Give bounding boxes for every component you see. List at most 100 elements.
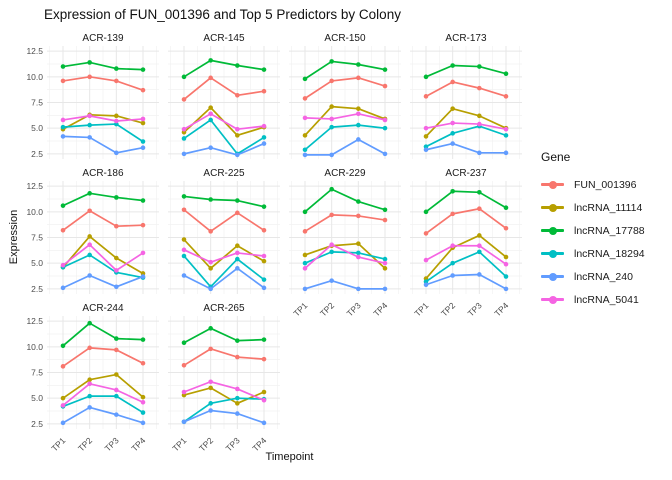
data-point-lncRNA_18294 bbox=[181, 253, 187, 259]
data-point-lncRNA_11114 bbox=[114, 255, 119, 261]
data-point-FUN_001396 bbox=[503, 94, 509, 99]
data-point-lncRNA_17788 bbox=[114, 195, 119, 200]
y-tick-label: 5.0 bbox=[31, 123, 43, 133]
data-point-lncRNA_240 bbox=[235, 266, 240, 271]
series-line-lncRNA_240 bbox=[183, 409, 265, 424]
series-line-lncRNA_240 bbox=[62, 135, 144, 154]
data-point-lncRNA_17788 bbox=[140, 198, 146, 203]
y-tick-label: 12.5 bbox=[26, 46, 43, 56]
data-point-lncRNA_17788 bbox=[261, 204, 267, 209]
data-point-lncRNA_17788 bbox=[208, 197, 213, 202]
data-point-lncRNA_18294 bbox=[329, 124, 334, 130]
data-point-lncRNA_240 bbox=[114, 150, 119, 156]
data-point-lncRNA_11114 bbox=[140, 394, 146, 400]
data-point-FUN_001396 bbox=[181, 207, 187, 213]
data-point-FUN_001396 bbox=[181, 97, 187, 102]
x-axis-title: Timepoint bbox=[265, 451, 314, 463]
data-point-lncRNA_5041 bbox=[235, 126, 240, 132]
data-point-lncRNA_17788 bbox=[302, 209, 308, 215]
data-point-lncRNA_11114 bbox=[450, 106, 455, 111]
series-line-lncRNA_18294 bbox=[304, 124, 386, 151]
data-point-lncRNA_11114 bbox=[87, 377, 92, 382]
data-point-lncRNA_17788 bbox=[87, 60, 92, 65]
data-point-lncRNA_17788 bbox=[329, 59, 334, 64]
x-tick-label: TP1 bbox=[412, 300, 430, 318]
series-line-lncRNA_11114 bbox=[425, 234, 507, 280]
legend-label: lncRNA_17788 bbox=[574, 224, 645, 237]
data-point-lncRNA_11114 bbox=[208, 105, 213, 110]
data-point-lncRNA_240 bbox=[60, 134, 66, 139]
data-point-lncRNA_17788 bbox=[450, 188, 455, 194]
data-point-lncRNA_17788 bbox=[382, 67, 388, 72]
series-line-lncRNA_18294 bbox=[183, 119, 265, 155]
data-point-lncRNA_5041 bbox=[356, 111, 361, 117]
data-point-lncRNA_240 bbox=[140, 145, 146, 150]
data-point-lncRNA_18294 bbox=[382, 256, 388, 262]
series-line-lncRNA_17788 bbox=[62, 192, 144, 207]
series-line-lncRNA_5041 bbox=[183, 112, 265, 131]
y-tick-label: 7.5 bbox=[31, 233, 43, 243]
facet-strip-label: ACR-186 bbox=[82, 168, 124, 179]
data-point-lncRNA_240 bbox=[181, 151, 187, 157]
data-point-lncRNA_5041 bbox=[114, 118, 119, 124]
data-point-FUN_001396 bbox=[477, 206, 482, 212]
data-point-lncRNA_240 bbox=[329, 152, 334, 158]
data-point-lncRNA_5041 bbox=[87, 242, 92, 247]
data-point-lncRNA_5041 bbox=[477, 243, 482, 249]
legend-title: Gene bbox=[541, 150, 571, 164]
data-point-lncRNA_18294 bbox=[503, 133, 509, 138]
data-point-lncRNA_240 bbox=[477, 150, 482, 156]
series-line-lncRNA_5041 bbox=[183, 248, 265, 264]
data-point-lncRNA_17788 bbox=[208, 58, 213, 63]
data-point-lncRNA_11114 bbox=[356, 106, 361, 111]
legend-marker-icon bbox=[541, 180, 564, 189]
data-point-lncRNA_240 bbox=[208, 145, 213, 150]
data-point-lncRNA_240 bbox=[87, 135, 92, 140]
x-tick-label: TP2 bbox=[439, 300, 457, 318]
y-tick-label: 12.5 bbox=[26, 181, 43, 191]
legend-marker-icon bbox=[541, 203, 564, 212]
series-line-lncRNA_18294 bbox=[183, 255, 265, 288]
x-tick-label: TP3 bbox=[345, 300, 363, 318]
data-point-lncRNA_11114 bbox=[302, 133, 308, 138]
series-line-lncRNA_18294 bbox=[425, 125, 507, 148]
y-tick-label: 2.5 bbox=[31, 149, 43, 159]
data-point-lncRNA_11114 bbox=[477, 113, 482, 119]
data-point-FUN_001396 bbox=[503, 225, 509, 231]
series-line-lncRNA_18294 bbox=[62, 254, 144, 279]
facet-strip-label: ACR-145 bbox=[203, 33, 245, 44]
data-point-lncRNA_5041 bbox=[423, 125, 429, 131]
series-line-lncRNA_5041 bbox=[62, 243, 144, 272]
data-point-lncRNA_240 bbox=[208, 286, 213, 292]
data-point-FUN_001396 bbox=[114, 347, 119, 353]
series-line-lncRNA_11114 bbox=[304, 105, 386, 137]
legend-label: lncRNA_5041 bbox=[574, 293, 639, 306]
y-tick-label: 7.5 bbox=[31, 368, 43, 378]
facet-strip-label: ACR-173 bbox=[445, 33, 487, 44]
data-point-lncRNA_11114 bbox=[503, 254, 509, 260]
data-point-lncRNA_5041 bbox=[114, 387, 119, 393]
data-point-FUN_001396 bbox=[356, 213, 361, 219]
data-point-lncRNA_11114 bbox=[235, 401, 240, 406]
data-point-lncRNA_240 bbox=[87, 405, 92, 410]
facet-strip-label: ACR-225 bbox=[203, 168, 245, 179]
data-point-lncRNA_18294 bbox=[87, 252, 92, 258]
data-point-lncRNA_18294 bbox=[329, 249, 334, 255]
data-point-FUN_001396 bbox=[329, 78, 334, 84]
data-point-lncRNA_17788 bbox=[503, 205, 509, 211]
data-point-lncRNA_240 bbox=[60, 420, 66, 426]
data-point-lncRNA_18294 bbox=[382, 125, 388, 131]
series-line-lncRNA_5041 bbox=[183, 380, 265, 402]
data-point-lncRNA_5041 bbox=[87, 113, 92, 119]
data-point-lncRNA_5041 bbox=[140, 399, 146, 405]
data-point-lncRNA_5041 bbox=[329, 116, 334, 122]
data-point-lncRNA_18294 bbox=[235, 395, 240, 401]
data-point-lncRNA_240 bbox=[181, 273, 187, 278]
series-line-lncRNA_240 bbox=[304, 279, 386, 290]
data-point-lncRNA_5041 bbox=[87, 381, 92, 387]
data-point-lncRNA_11114 bbox=[208, 385, 213, 391]
series-line-lncRNA_17788 bbox=[62, 61, 144, 71]
data-point-lncRNA_18294 bbox=[261, 135, 267, 140]
data-point-lncRNA_18294 bbox=[235, 256, 240, 262]
